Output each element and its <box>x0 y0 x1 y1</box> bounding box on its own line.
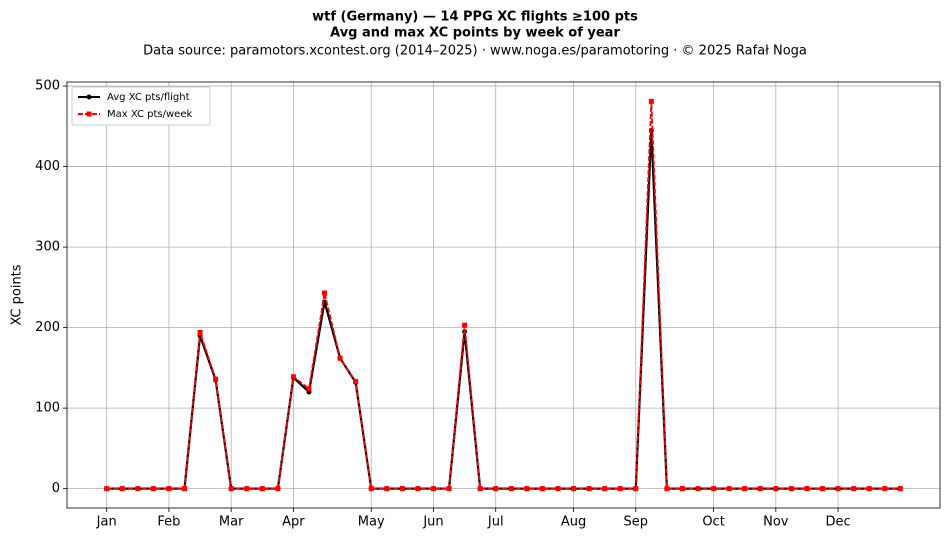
marker <box>119 486 125 492</box>
plot-frame <box>66 81 941 509</box>
series-line <box>106 101 901 490</box>
marker <box>446 486 452 492</box>
marker <box>150 486 156 492</box>
x-tick-label: Sep <box>624 515 649 530</box>
marker <box>322 290 328 296</box>
marker <box>835 486 841 492</box>
marker <box>353 379 359 385</box>
marker <box>135 486 141 492</box>
marker <box>851 486 857 492</box>
marker <box>368 486 374 492</box>
marker <box>711 486 717 492</box>
marker <box>477 486 483 492</box>
chart-source: Data source: paramotors.xcontest.org (20… <box>143 44 807 59</box>
legend-box <box>71 86 211 126</box>
legend-label: Max XC pts/week <box>107 109 192 120</box>
marker <box>571 486 577 492</box>
marker <box>773 486 779 492</box>
marker <box>788 486 794 492</box>
marker <box>290 374 296 380</box>
marker <box>679 486 685 492</box>
marker <box>213 376 219 382</box>
marker <box>462 322 468 328</box>
marker <box>882 486 888 492</box>
x-tick-label: Oct <box>702 515 724 530</box>
y-axis-label: XC points <box>10 264 25 325</box>
x-tick-label: Jan <box>96 515 117 530</box>
marker <box>695 486 701 492</box>
marker <box>86 111 92 117</box>
marker <box>86 94 92 100</box>
marker <box>633 486 639 492</box>
chart-subtitle: Avg and max XC points by week of year <box>330 26 620 41</box>
marker <box>166 486 172 492</box>
marker <box>586 486 592 492</box>
x-tick-label: Jun <box>422 515 443 530</box>
marker <box>617 486 623 492</box>
marker <box>648 98 654 104</box>
x-tick-label: Aug <box>561 515 586 530</box>
marker <box>415 486 421 492</box>
marker <box>275 486 281 492</box>
y-tick-label: 0 <box>52 481 60 496</box>
y-tick-label: 100 <box>35 401 60 416</box>
marker <box>524 486 530 492</box>
marker <box>384 486 390 492</box>
series-line <box>106 130 901 490</box>
x-tick-label: Jul <box>487 515 504 530</box>
marker <box>493 486 499 492</box>
legend-label: Avg XC pts/flight <box>107 92 190 103</box>
marker <box>104 486 110 492</box>
x-tick-label: Feb <box>157 515 180 530</box>
y-tick-label: 500 <box>35 79 60 94</box>
marker <box>306 386 312 392</box>
y-tick-label: 400 <box>35 159 60 174</box>
x-tick-label: Nov <box>763 515 789 530</box>
marker <box>757 486 763 492</box>
marker <box>259 486 265 492</box>
y-tick-label: 200 <box>35 320 60 335</box>
x-tick-label: Apr <box>282 515 305 530</box>
marker <box>742 486 748 492</box>
marker <box>508 486 514 492</box>
y-tick-label: 300 <box>35 240 60 255</box>
marker <box>181 486 187 492</box>
chart-title: wtf (Germany) — 14 PPG XC flights ≥100 p… <box>312 10 638 25</box>
marker <box>602 486 608 492</box>
legend: Avg XC pts/flight Max XC pts/week <box>71 86 211 126</box>
marker <box>399 486 405 492</box>
marker <box>804 486 810 492</box>
marker <box>337 355 343 361</box>
marker <box>430 486 436 492</box>
marker <box>228 486 234 492</box>
x-tick-label: Mar <box>219 515 244 530</box>
marker <box>866 486 872 492</box>
marker <box>726 486 732 492</box>
marker <box>555 486 561 492</box>
marker <box>897 486 903 492</box>
x-tick-label: Dec <box>825 515 850 530</box>
marker <box>820 486 826 492</box>
marker <box>664 486 670 492</box>
marker <box>197 329 203 335</box>
marker <box>244 486 250 492</box>
marker <box>539 486 545 492</box>
x-tick-label: May <box>358 515 385 530</box>
